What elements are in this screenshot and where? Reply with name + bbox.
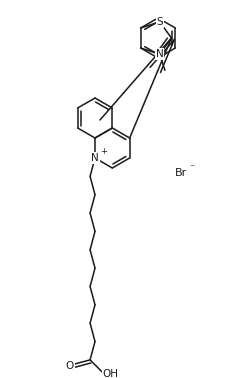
Text: S: S <box>156 17 162 27</box>
Text: ⁻: ⁻ <box>188 163 193 173</box>
Text: O: O <box>65 361 74 371</box>
Text: Br: Br <box>174 168 186 178</box>
Text: +: + <box>100 147 107 156</box>
Text: N: N <box>155 49 163 59</box>
Text: N: N <box>91 153 99 163</box>
Text: OH: OH <box>102 369 118 378</box>
